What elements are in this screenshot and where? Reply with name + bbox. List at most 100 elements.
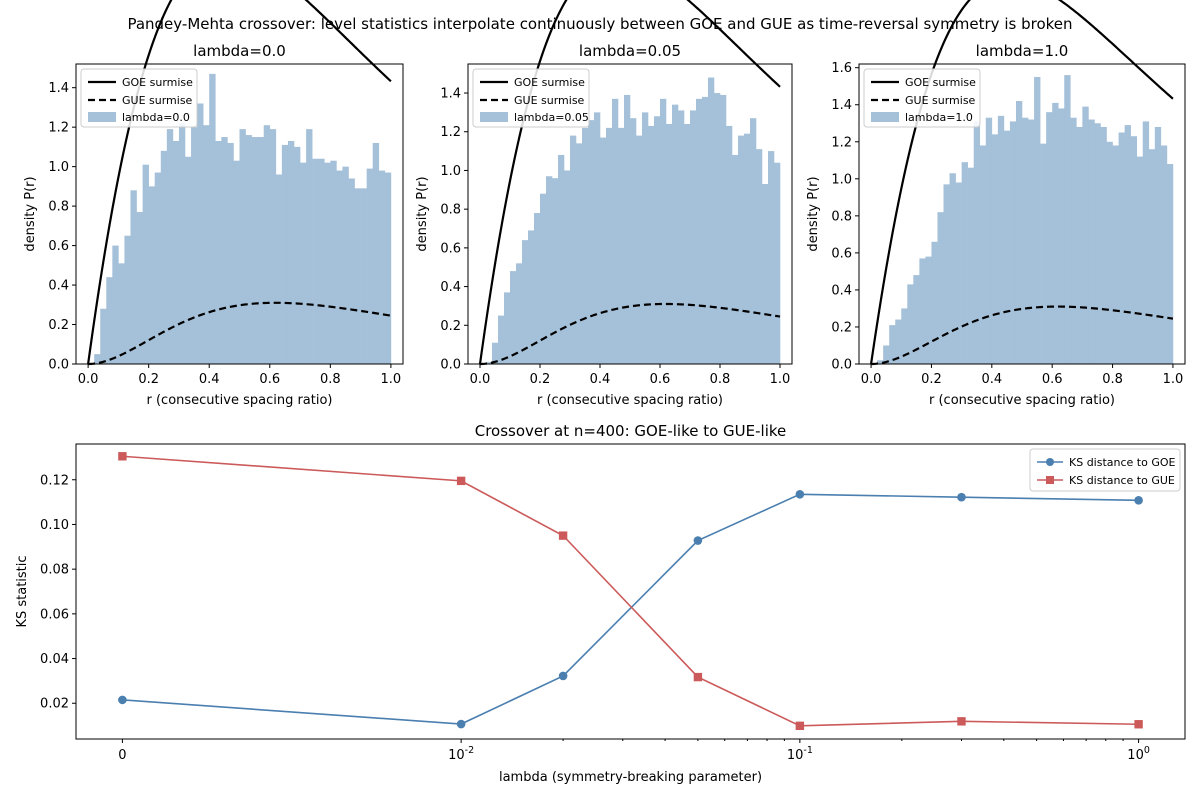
histogram-bar (486, 362, 493, 364)
y-tick-label: 1.0 (48, 160, 69, 175)
histogram-panel-lambda-0-05: 0.0 0.2 0.4 0.6 0.8 1.0 0.0 0.2 0.4 0.6 0.8 1.0 1.2 1… (415, 0, 793, 408)
y-tick-label: 0.02 (40, 697, 69, 712)
histogram-bar (1003, 130, 1011, 364)
histogram-bar (142, 164, 149, 364)
histogram-bar (1112, 145, 1119, 364)
y-tick-label: 0.06 (40, 607, 69, 622)
histogram-bar (1160, 145, 1168, 364)
histogram-bar (774, 162, 781, 364)
x-tick-label: 0.8 (1102, 372, 1123, 387)
histogram-bar (263, 125, 271, 365)
histogram-bar (690, 110, 697, 364)
histogram-bar (606, 127, 613, 364)
legend-series-label: KS distance to GUE (1069, 474, 1175, 487)
histogram-bar (306, 129, 313, 364)
histogram-bar (937, 212, 944, 364)
panel-title: lambda=0.05 (579, 42, 681, 60)
legend-goe-label: GOE surmise (905, 76, 976, 89)
x-tick-label: 0.2 (921, 372, 942, 387)
x-tick-label: 0.2 (138, 372, 159, 387)
y-tick-label: 0.8 (831, 209, 852, 224)
y-axis-label: density P(r) (23, 176, 38, 251)
histogram-bar (166, 129, 174, 364)
y-tick-label: 0.4 (440, 280, 461, 295)
histogram-bar (124, 235, 131, 364)
legend-goe-label: GOE surmise (122, 76, 193, 89)
histogram-bar (925, 256, 932, 364)
x-tick-label: 0.8 (320, 372, 341, 387)
histogram-bar (931, 241, 938, 364)
y-tick-label: 1.2 (831, 135, 852, 150)
histogram-bar (336, 170, 343, 364)
histogram-bar (708, 77, 715, 364)
histogram-bar (1106, 141, 1113, 364)
x-axis-label: lambda (symmetry-breaking parameter) (499, 770, 762, 785)
histogram-bar (504, 292, 511, 364)
histogram-bar (901, 308, 908, 364)
histogram-bar (257, 137, 265, 364)
ks-gue-point (957, 717, 966, 726)
histogram-bar (318, 158, 325, 364)
histogram-bar (943, 184, 950, 364)
histogram-bar (498, 315, 505, 364)
ks-gue-line (122, 455, 1139, 727)
histogram-bar (756, 149, 763, 364)
ks-gue-point (795, 721, 805, 731)
figure-title: Pandey-Mehta crossover: level statistics… (127, 15, 1072, 33)
histogram-bar (546, 176, 553, 364)
histogram-bar (172, 140, 180, 364)
y-tick-label: 0.2 (48, 318, 69, 333)
histogram-bar (726, 125, 733, 364)
x-tick-label: 0.0 (861, 372, 882, 387)
histogram-bar (654, 116, 661, 365)
ks-gue-point (693, 672, 703, 682)
histogram-panel-lambda-0: 0.0 0.2 0.4 0.6 0.8 1.0 0.0 0.2 0.4 0.6 0.8 1.0 1.2 1… (23, 0, 404, 408)
x-tick-label: 0 (118, 748, 126, 763)
x-axis-label: r (consecutive spacing ratio) (147, 393, 333, 408)
legend-goe-label: GOE surmise (514, 76, 585, 89)
y-axis-label: KS statistic (15, 555, 30, 627)
histogram-bar (1058, 108, 1065, 364)
histogram-bar (768, 151, 775, 364)
y-axis-label: density P(r) (415, 176, 430, 251)
ks-goe-line (122, 493, 1139, 725)
histogram-bar (1015, 101, 1023, 364)
histogram-bar (582, 127, 589, 364)
ks-gue-point (1134, 720, 1143, 729)
histogram-bar (762, 184, 769, 364)
x-tick-label: 0.6 (259, 372, 280, 387)
y-tick-label: 0.4 (48, 279, 69, 294)
histogram-bar (281, 144, 289, 364)
histogram-bar (1136, 156, 1144, 364)
histogram-bar (1076, 126, 1083, 365)
histogram-bar (342, 166, 349, 364)
histogram-bar (209, 73, 216, 365)
x-tick-label: 1.0 (1163, 372, 1184, 387)
x-tick-label: 0.2 (530, 372, 551, 387)
y-tick-label: 1.4 (440, 87, 461, 102)
panel-title: Crossover at n=400: GOE-like to GUE-like (475, 422, 787, 440)
histogram-bar (384, 172, 392, 364)
histogram-bar (618, 127, 625, 364)
x-axis-label: r (consecutive spacing ratio) (929, 393, 1115, 408)
ks-goe-point (957, 492, 966, 502)
histogram-panel-lambda-1: 0.0 0.2 0.4 0.6 0.8 1.0 0.0 0.2 0.4 0.6 0.8 1.0 1.2 1… (806, 0, 1186, 408)
histogram-bar (895, 319, 902, 364)
y-tick-label: 0.8 (440, 203, 461, 218)
histogram-bar (552, 178, 559, 364)
histogram-bar (203, 125, 210, 365)
histogram-bar (112, 245, 119, 364)
histogram-bar (528, 230, 535, 364)
y-tick-label: 0.2 (831, 320, 852, 335)
histogram-bar (684, 124, 691, 364)
histogram-bar (1166, 164, 1174, 364)
histogram-bar (221, 137, 228, 364)
histogram-bar (660, 98, 667, 364)
x-tick-label: 0.0 (470, 372, 491, 387)
histogram-bar (294, 146, 301, 364)
histogram-bar (1124, 125, 1131, 364)
histogram-bar (570, 135, 577, 364)
legend-swatch-marker (1046, 476, 1054, 484)
histogram-bar (744, 133, 751, 364)
histogram-bar (1082, 106, 1089, 364)
